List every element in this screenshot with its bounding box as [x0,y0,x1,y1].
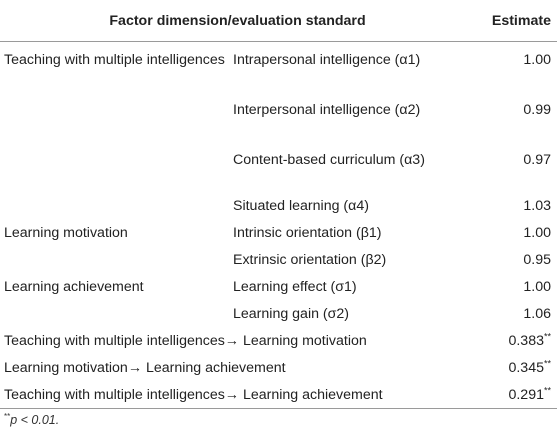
table-row: Learning achievement Learning effect (σ1… [0,273,557,300]
significance-marker: ** [543,357,551,368]
factor-cell: Learning achievement [4,278,144,295]
table-row: Learning motivation Intrinsic orientatio… [0,219,557,246]
path-estimate-value: 0.345 [508,359,544,376]
path-cell: Learning motivation→ Learning achievemen… [4,359,286,376]
estimate-cell: 0.95 [523,251,551,268]
standard-cell: Interpersonal intelligence (α2) [233,101,421,118]
table-footnote: **p < 0.01. [4,411,60,427]
factor-cell: Teaching with multiple intelligences [4,52,225,68]
table-row: Extrinsic orientation (β2) 0.95 [0,246,557,273]
estimate-cell: 1.03 [523,197,551,214]
estimate-cell: 1.06 [523,305,551,322]
standard-cell: Intrinsic orientation (β1) [233,224,382,241]
path-row: Teaching with multiple intelligences→ Le… [0,327,557,354]
estimate-cell: 1.00 [523,278,551,295]
footnote-stars: ** [4,411,11,421]
path-cell: Teaching with multiple intelligences→ Le… [4,332,367,349]
path-estimate-cell: 0.383** [475,327,557,354]
table-row: Teaching with multiple intelligences Int… [0,42,557,92]
significance-marker: ** [543,384,551,395]
significance-marker: ** [543,330,551,341]
path-cell: Teaching with multiple intelligences→ Le… [0,380,475,409]
standard-cell: Intrapersonal intelligence (α1) [233,52,421,68]
path-estimate-cell: 0.345** [475,354,557,381]
header-estimate: Estimate [475,0,557,42]
standard-cell: Content-based curriculum (α3) [233,151,425,168]
factor-cell [0,142,228,192]
table-header-row: Factor dimension/evaluation standard Est… [0,0,557,42]
factor-cell: Learning motivation [4,224,128,241]
header-factor-dimension: Factor dimension/evaluation standard [0,0,475,42]
results-table-container: Factor dimension/evaluation standard Est… [0,0,557,409]
factor-cell [0,192,228,219]
path-row: Learning motivation→ Learning achievemen… [0,354,557,381]
factor-cell [0,92,228,142]
path-estimate-cell: 0.291** [475,380,557,409]
table-row: Learning gain (σ2) 1.06 [0,300,557,327]
estimate-cell: 0.99 [523,101,551,118]
path-estimate-value: 0.291 [508,386,544,403]
standard-cell: Situated learning (α4) [233,197,369,214]
table-row: Situated learning (α4) 1.03 [0,192,557,219]
path-estimate-value: 0.383 [508,332,544,349]
table-row: Interpersonal intelligence (α2) 0.99 [0,92,557,142]
factor-estimates-table: Factor dimension/evaluation standard Est… [0,0,557,409]
standard-cell: Extrinsic orientation (β2) [233,251,387,268]
path-row: Teaching with multiple intelligences→ Le… [0,380,557,409]
factor-cell [0,246,228,273]
standard-cell: Learning effect (σ1) [233,278,357,295]
footnote-text: p < 0.01. [10,413,60,427]
estimate-cell: 0.97 [523,151,551,168]
standard-cell: Learning gain (σ2) [233,305,350,322]
estimate-cell: 1.00 [523,52,551,68]
table-row: Content-based curriculum (α3) 0.97 [0,142,557,192]
estimate-cell: 1.00 [523,224,551,241]
factor-cell [0,300,228,327]
